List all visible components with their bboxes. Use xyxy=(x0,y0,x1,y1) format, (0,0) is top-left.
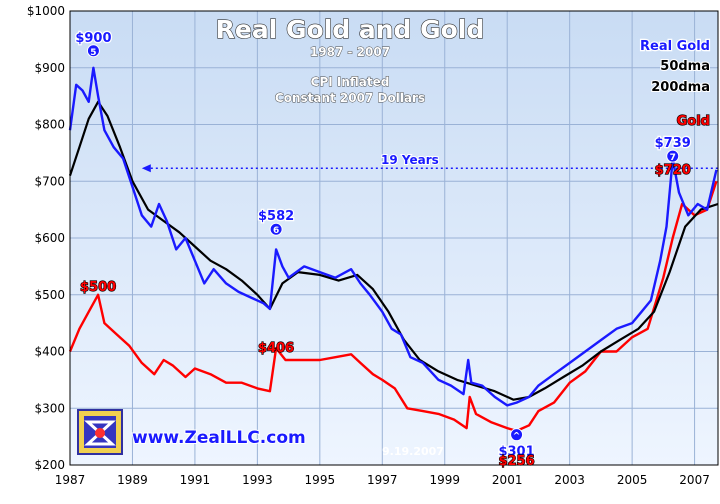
plot-border xyxy=(69,10,719,466)
y-tick-label: $600 xyxy=(34,231,65,245)
x-tick-label: 2007 xyxy=(679,473,710,487)
chart-subtitle-dollars: Constant 2007 Dollars xyxy=(275,91,425,105)
chart-title: Real Gold and Gold xyxy=(216,15,485,44)
annotation-label: $720 xyxy=(655,163,691,178)
annotation-label: $739 xyxy=(655,136,691,151)
legend-50dma: 50dma xyxy=(660,59,710,74)
annotation-label: $301 xyxy=(498,445,534,460)
series-line-200dma xyxy=(68,100,719,401)
chart-date: 9.19.2007 xyxy=(382,445,444,458)
legend-real-gold: Real Gold xyxy=(640,39,710,54)
annotation-marker-label: ^ xyxy=(513,432,521,442)
y-tick-label: $800 xyxy=(34,118,65,132)
annotation-label: $582 xyxy=(258,209,294,224)
annotation-label: $900 xyxy=(75,31,111,46)
x-tick-label: 1997 xyxy=(367,473,398,487)
horizontal-reference: 19 Years xyxy=(141,152,718,173)
x-tick-label: 2001 xyxy=(492,473,523,487)
x-tick-label: 2005 xyxy=(617,473,648,487)
annotation-marker-label: 5 xyxy=(90,48,96,58)
annotation-marker-label: 6 xyxy=(273,226,279,236)
annotation-marker xyxy=(666,149,680,163)
annotations: $900 5 $582 6 $739 7 $301 ^ $500 $406 $720 $256 xyxy=(74,30,692,470)
x-tick-label: 1995 xyxy=(305,473,336,487)
annotation-marker xyxy=(86,44,100,58)
reference-arrow xyxy=(141,164,151,173)
y-tick-label: $900 xyxy=(34,61,65,75)
annotation-label: $406 xyxy=(258,341,294,356)
series-lines xyxy=(68,66,719,433)
y-tick-label: $200 xyxy=(34,458,65,472)
chart-subtitle-cpi: CPI Inflated xyxy=(311,75,390,89)
series-line-gold xyxy=(68,180,718,433)
y-tick-label: $700 xyxy=(34,174,65,188)
annotation-marker xyxy=(510,428,524,442)
y-tick-label: $300 xyxy=(34,401,65,415)
series-line-real-gold xyxy=(68,66,718,407)
website-link[interactable]: www.ZealLLC.com xyxy=(131,427,307,449)
legend-gold: Gold xyxy=(677,114,710,129)
y-tick-label: $1000 xyxy=(27,4,65,18)
x-tick-label: 2003 xyxy=(554,473,585,487)
y-tick-label: $400 xyxy=(34,345,65,359)
annotation-marker-label: 7 xyxy=(670,153,676,163)
x-tick-label: 1999 xyxy=(429,473,460,487)
x-tick-label: 1991 xyxy=(180,473,211,487)
zeal-logo xyxy=(77,409,123,455)
x-tick-label: 1989 xyxy=(117,473,148,487)
y-tick-label: $500 xyxy=(34,288,65,302)
annotation-label: $256 xyxy=(498,454,534,469)
x-axis-ticks: 1987 1989 1991 1993 1995 1997 1999 2001 2003 2005… xyxy=(55,473,710,487)
reference-label: 19 Years xyxy=(381,153,439,167)
annotation-marker xyxy=(269,222,283,236)
y-axis-ticks: $200 $300 $400 $500 $600 $700 $800 $900 $1000 xyxy=(27,4,65,472)
x-tick-label: 1987 xyxy=(55,473,86,487)
x-tick-label: 1993 xyxy=(242,473,273,487)
annotation-label: $500 xyxy=(80,280,116,295)
chart-subtitle: 1987 - 2007 xyxy=(310,45,390,59)
legend-200dma: 200dma xyxy=(651,80,710,95)
